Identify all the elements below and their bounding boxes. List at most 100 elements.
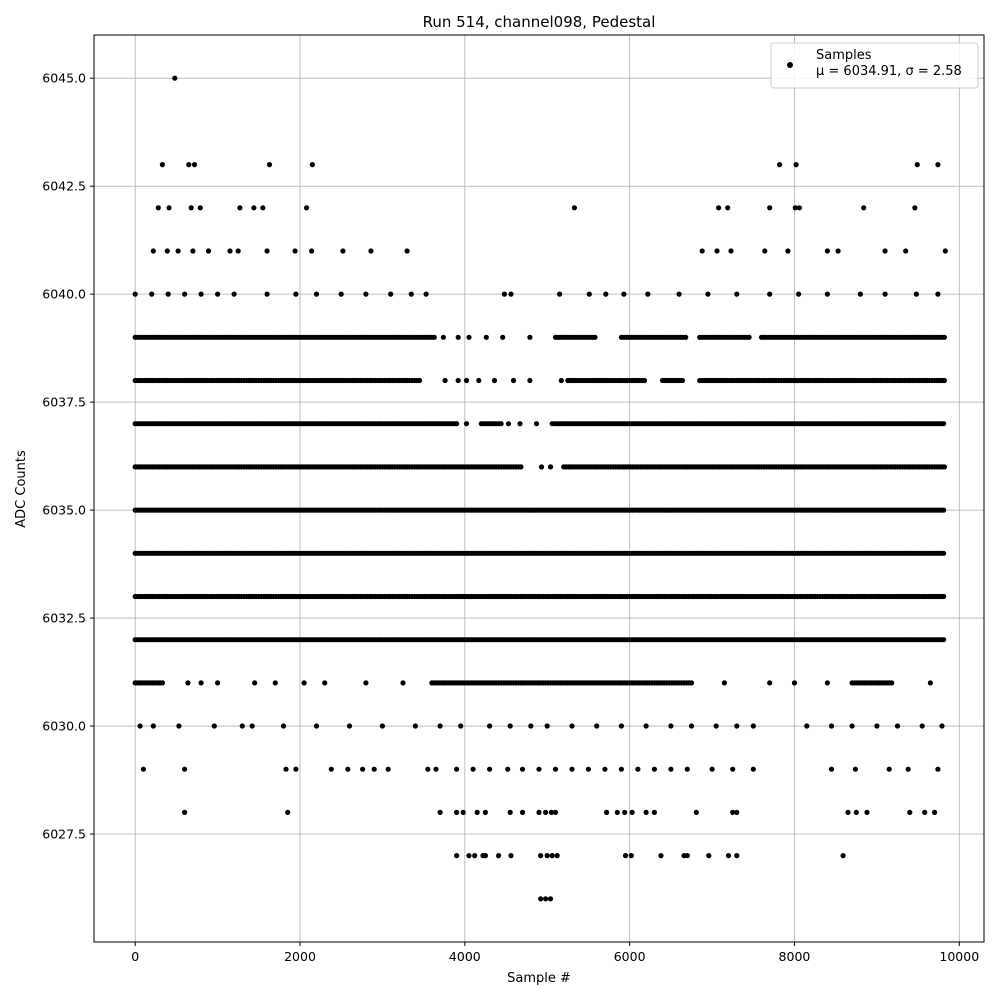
data-point (404, 248, 410, 254)
data-point (498, 421, 504, 427)
data-point (309, 162, 315, 168)
data-point (272, 680, 278, 686)
data-point (651, 766, 658, 772)
data-point (360, 766, 366, 772)
data-point (150, 248, 156, 254)
data-point (651, 809, 658, 816)
data-point (645, 291, 651, 297)
data-point (939, 723, 945, 729)
data-point (470, 766, 476, 772)
y-tick-label: 6037.5 (42, 395, 86, 410)
data-point (558, 377, 564, 384)
data-point (379, 723, 385, 729)
data-point (713, 723, 719, 729)
data-point (536, 766, 542, 772)
data-point (301, 680, 307, 686)
data-point (882, 248, 888, 254)
data-point (455, 334, 461, 340)
data-point (725, 205, 731, 211)
data-point (683, 334, 689, 340)
data-point (668, 723, 674, 729)
data-point (483, 334, 489, 340)
data-point (796, 291, 802, 297)
data-point (544, 723, 550, 729)
data-point (849, 723, 855, 729)
data-point (505, 766, 511, 772)
data-point (734, 291, 740, 297)
data-point (518, 464, 524, 470)
data-point (714, 248, 720, 254)
data-point (824, 248, 831, 254)
x-axis-label: Sample # (507, 971, 571, 986)
data-point (293, 766, 299, 772)
x-tick-label: 4000 (449, 949, 481, 964)
data-point (237, 205, 243, 211)
data-point (260, 205, 266, 211)
data-point (501, 291, 507, 297)
data-point (941, 637, 947, 643)
data-point (304, 205, 310, 211)
y-tick-label: 6032.5 (42, 611, 86, 626)
data-point (668, 766, 674, 772)
data-point (487, 723, 493, 729)
data-point (835, 248, 841, 254)
data-point (796, 205, 803, 211)
data-point (544, 853, 550, 859)
data-point (889, 680, 895, 686)
data-point (172, 75, 178, 81)
data-point (941, 421, 947, 427)
data-point (346, 723, 353, 729)
data-point (508, 291, 514, 297)
data-point (913, 291, 920, 297)
data-point (935, 766, 941, 772)
data-point (496, 853, 502, 859)
data-point (482, 853, 488, 859)
data-point (264, 291, 270, 297)
data-point (159, 680, 165, 686)
data-point (437, 809, 443, 816)
data-point (176, 723, 182, 729)
data-point (734, 853, 740, 859)
data-point (505, 421, 512, 427)
data-point (857, 291, 864, 297)
data-point (533, 421, 540, 427)
data-point (903, 248, 909, 254)
data-point (548, 809, 555, 816)
data-point (658, 853, 664, 859)
legend-box (770, 42, 979, 89)
data-point (519, 809, 526, 816)
data-point (543, 809, 549, 816)
data-point (716, 205, 722, 211)
y-tick-label: 6042.5 (42, 179, 86, 194)
data-point (280, 723, 287, 729)
data-point (622, 809, 628, 816)
data-point (538, 464, 545, 470)
data-point (345, 766, 351, 772)
data-point (487, 766, 493, 772)
data-point (603, 291, 609, 297)
data-point (853, 809, 859, 816)
data-point (285, 809, 291, 816)
data-point (557, 291, 563, 297)
data-point (721, 680, 728, 686)
data-point (197, 205, 203, 211)
data-point (618, 766, 625, 772)
data-point (804, 723, 810, 729)
data-point (155, 205, 161, 211)
data-point (283, 766, 289, 772)
data-point (165, 291, 171, 297)
data-point (507, 723, 513, 729)
data-point (264, 248, 270, 254)
data-point (941, 550, 947, 556)
data-point (423, 291, 429, 297)
data-point (874, 723, 880, 729)
data-point (231, 291, 237, 297)
data-point (185, 680, 191, 686)
data-point (684, 853, 690, 859)
data-point (538, 896, 544, 902)
data-point (629, 809, 635, 816)
data-point (166, 205, 172, 211)
data-point (442, 377, 448, 384)
data-point (500, 334, 506, 340)
